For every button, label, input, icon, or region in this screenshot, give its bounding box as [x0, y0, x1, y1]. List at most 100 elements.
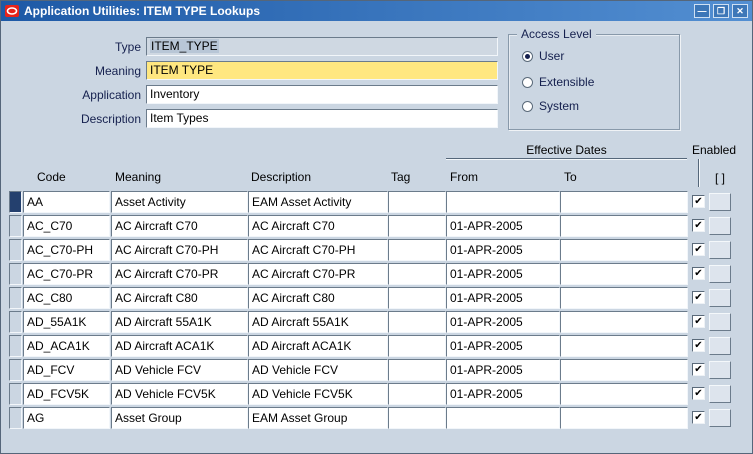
flexfield-cell[interactable]: [709, 337, 731, 355]
tag-cell[interactable]: [388, 215, 446, 237]
from-date-cell[interactable]: 01-APR-2005: [446, 335, 560, 357]
enabled-checkbox[interactable]: ✔: [692, 363, 705, 376]
enabled-checkbox[interactable]: ✔: [692, 243, 705, 256]
enabled-checkbox[interactable]: ✔: [692, 195, 705, 208]
application-field[interactable]: Inventory: [146, 85, 498, 104]
flexfield-cell[interactable]: [709, 241, 731, 259]
record-selector[interactable]: [9, 311, 22, 333]
description-cell[interactable]: AC Aircraft C70-PH: [248, 239, 388, 261]
record-selector[interactable]: [9, 239, 22, 261]
minimize-button[interactable]: —: [694, 4, 710, 18]
record-selector[interactable]: [9, 263, 22, 285]
from-date-cell[interactable]: 01-APR-2005: [446, 287, 560, 309]
meaning-cell[interactable]: AD Vehicle FCV5K: [111, 383, 248, 405]
record-selector[interactable]: [9, 383, 22, 405]
from-date-cell[interactable]: 01-APR-2005: [446, 215, 560, 237]
flexfield-cell[interactable]: [709, 385, 731, 403]
meaning-field[interactable]: ITEM TYPE: [146, 61, 498, 80]
enabled-checkbox[interactable]: ✔: [692, 291, 705, 304]
description-cell[interactable]: EAM Asset Activity: [248, 191, 388, 213]
meaning-cell[interactable]: AD Aircraft 55A1K: [111, 311, 248, 333]
meaning-cell[interactable]: Asset Activity: [111, 191, 248, 213]
from-date-cell[interactable]: 01-APR-2005: [446, 311, 560, 333]
tag-cell[interactable]: [388, 263, 446, 285]
to-date-cell[interactable]: [560, 263, 688, 285]
record-selector[interactable]: [9, 215, 22, 237]
tag-cell[interactable]: [388, 335, 446, 357]
flexfield-cell[interactable]: [709, 361, 731, 379]
to-date-cell[interactable]: [560, 359, 688, 381]
description-cell[interactable]: AD Aircraft 55A1K: [248, 311, 388, 333]
from-date-cell[interactable]: 01-APR-2005: [446, 383, 560, 405]
from-date-cell[interactable]: 01-APR-2005: [446, 263, 560, 285]
meaning-cell[interactable]: AD Vehicle FCV: [111, 359, 248, 381]
record-selector[interactable]: [9, 407, 22, 429]
description-cell[interactable]: AD Vehicle FCV: [248, 359, 388, 381]
radio-option-system[interactable]: System: [522, 99, 579, 113]
tag-cell[interactable]: [388, 239, 446, 261]
description-cell[interactable]: AC Aircraft C70-PR: [248, 263, 388, 285]
description-cell[interactable]: AC Aircraft C80: [248, 287, 388, 309]
code-cell[interactable]: AC_C70: [23, 215, 110, 237]
tag-cell[interactable]: [388, 407, 446, 429]
code-cell[interactable]: AG: [23, 407, 110, 429]
to-date-cell[interactable]: [560, 191, 688, 213]
description-cell[interactable]: AD Vehicle FCV5K: [248, 383, 388, 405]
meaning-cell[interactable]: AC Aircraft C80: [111, 287, 248, 309]
enabled-checkbox[interactable]: ✔: [692, 339, 705, 352]
to-date-cell[interactable]: [560, 239, 688, 261]
to-date-cell[interactable]: [560, 335, 688, 357]
description-field[interactable]: Item Types: [146, 109, 498, 128]
meaning-cell[interactable]: AC Aircraft C70-PH: [111, 239, 248, 261]
flexfield-cell[interactable]: [709, 193, 731, 211]
description-cell[interactable]: AC Aircraft C70: [248, 215, 388, 237]
meaning-cell[interactable]: AC Aircraft C70: [111, 215, 248, 237]
code-cell[interactable]: AA: [23, 191, 110, 213]
radio-option-extensible[interactable]: Extensible: [522, 75, 594, 89]
to-date-cell[interactable]: [560, 383, 688, 405]
tag-cell[interactable]: [388, 191, 446, 213]
enabled-checkbox[interactable]: ✔: [692, 267, 705, 280]
record-selector[interactable]: [9, 287, 22, 309]
to-date-cell[interactable]: [560, 287, 688, 309]
code-cell[interactable]: AD_55A1K: [23, 311, 110, 333]
record-selector[interactable]: [9, 335, 22, 357]
maximize-button[interactable]: ❐: [713, 4, 729, 18]
from-date-cell[interactable]: [446, 191, 560, 213]
from-date-cell[interactable]: 01-APR-2005: [446, 239, 560, 261]
enabled-checkbox[interactable]: ✔: [692, 315, 705, 328]
meaning-cell[interactable]: AC Aircraft C70-PR: [111, 263, 248, 285]
code-cell[interactable]: AC_C80: [23, 287, 110, 309]
flexfield-cell[interactable]: [709, 289, 731, 307]
enabled-checkbox[interactable]: ✔: [692, 219, 705, 232]
from-date-cell[interactable]: 01-APR-2005: [446, 359, 560, 381]
code-cell[interactable]: AC_C70-PH: [23, 239, 110, 261]
title-bar[interactable]: Application Utilities: ITEM TYPE Lookups…: [1, 1, 752, 21]
close-button[interactable]: ✕: [732, 4, 748, 18]
code-cell[interactable]: AD_FCV: [23, 359, 110, 381]
meaning-cell[interactable]: Asset Group: [111, 407, 248, 429]
description-cell[interactable]: EAM Asset Group: [248, 407, 388, 429]
tag-cell[interactable]: [388, 311, 446, 333]
code-cell[interactable]: AD_ACA1K: [23, 335, 110, 357]
enabled-checkbox[interactable]: ✔: [692, 387, 705, 400]
record-selector[interactable]: [9, 359, 22, 381]
tag-cell[interactable]: [388, 287, 446, 309]
to-date-cell[interactable]: [560, 311, 688, 333]
flexfield-cell[interactable]: [709, 313, 731, 331]
flexfield-cell[interactable]: [709, 409, 731, 427]
enabled-checkbox[interactable]: ✔: [692, 411, 705, 424]
code-cell[interactable]: AC_C70-PR: [23, 263, 110, 285]
flexfield-cell[interactable]: [709, 217, 731, 235]
record-selector[interactable]: [9, 191, 22, 213]
to-date-cell[interactable]: [560, 407, 688, 429]
flexfield-cell[interactable]: [709, 265, 731, 283]
meaning-cell[interactable]: AD Aircraft ACA1K: [111, 335, 248, 357]
type-field[interactable]: ITEM_TYPE: [146, 37, 498, 56]
radio-option-user[interactable]: User: [522, 49, 564, 63]
tag-cell[interactable]: [388, 359, 446, 381]
from-date-cell[interactable]: [446, 407, 560, 429]
code-cell[interactable]: AD_FCV5K: [23, 383, 110, 405]
description-cell[interactable]: AD Aircraft ACA1K: [248, 335, 388, 357]
tag-cell[interactable]: [388, 383, 446, 405]
